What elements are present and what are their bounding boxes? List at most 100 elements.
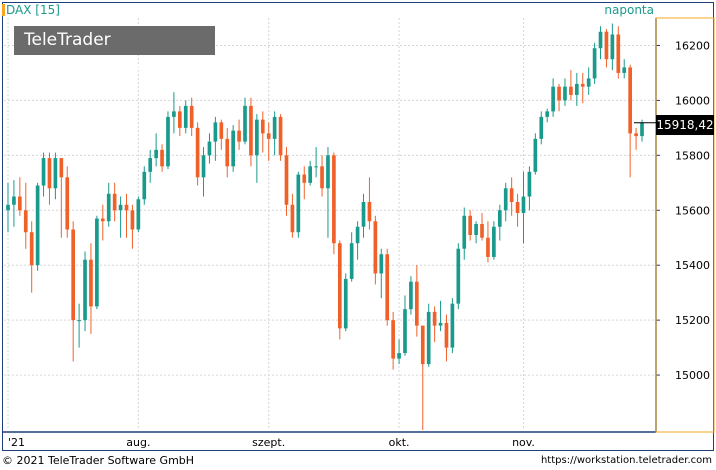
candle-body [379, 254, 384, 274]
period-label[interactable]: naponta [604, 3, 654, 17]
candle-body [100, 218, 105, 222]
candle-body [23, 210, 28, 233]
candle-body [59, 158, 64, 178]
candle-body [515, 202, 520, 214]
logo-text-light: TeleTrader [24, 30, 111, 50]
candle-body [6, 204, 10, 211]
candle-body [391, 320, 395, 359]
candle-body [41, 158, 46, 186]
candle-body [89, 259, 93, 307]
grid-lines [4, 18, 654, 430]
candle-body [326, 155, 330, 189]
last-price-tag: 15918,42 [656, 115, 714, 135]
candle-body [337, 243, 342, 329]
candle-body [154, 149, 158, 159]
candle-body [272, 116, 277, 139]
candle-body [634, 133, 638, 137]
candle-body [503, 188, 508, 211]
candle-body [266, 133, 271, 139]
candle-body [486, 237, 490, 257]
candle-body [640, 122, 644, 137]
candle-body [450, 303, 455, 348]
chart-title[interactable]: DAX [15] [6, 3, 60, 17]
candle-body [207, 141, 212, 156]
y-tick-label: 15800 [675, 149, 710, 162]
candle-body [296, 174, 301, 233]
candle-body [539, 116, 544, 139]
y-tick-label: 16200 [675, 39, 710, 52]
x-tick-label: aug. [126, 436, 150, 449]
y-tick-label: 15600 [675, 204, 710, 217]
candle-body [177, 111, 182, 128]
series-color-marker [2, 4, 5, 16]
candle-body [95, 218, 99, 307]
x-tick-label: okt. [389, 436, 410, 449]
candle-body [415, 281, 419, 326]
candle-body [468, 215, 473, 235]
candle-body [480, 224, 484, 238]
y-tick-label: 16000 [675, 94, 710, 107]
logo-text-bold: WorkStation [24, 59, 144, 79]
candle-body [420, 325, 425, 365]
candle-body [474, 224, 478, 235]
candle-body [124, 204, 129, 211]
candle-body [545, 111, 550, 117]
candle-body [332, 155, 336, 244]
candle-body [574, 83, 579, 95]
candle-body [118, 204, 123, 211]
candle-body [201, 155, 206, 178]
candle-body [35, 185, 40, 266]
candle-body [255, 119, 259, 156]
candle-body [225, 138, 230, 167]
axes: 15000 15200 15400 15600 15800 16000 16200 '21 au… [2, 17, 715, 449]
candle-body [189, 105, 194, 128]
candle-body [142, 171, 147, 200]
candle-body [112, 193, 117, 211]
candle-body [409, 281, 413, 310]
footer-link[interactable]: https://workstation.teletrader.com [540, 455, 712, 466]
copyright-text: © 2021 TeleTrader Software GmbH [2, 454, 195, 467]
candle-body [444, 322, 449, 348]
x-tick-label: szept. [252, 436, 285, 449]
candle-body [592, 48, 597, 79]
candle-body [557, 86, 561, 101]
candle-body [563, 86, 567, 101]
y-tick-label: 15400 [675, 259, 710, 272]
candle-body [521, 196, 526, 214]
candle-body [308, 166, 313, 183]
candle-body [438, 322, 443, 326]
candle-body [53, 158, 58, 189]
candle-body [160, 149, 164, 167]
y-tick-label: 15200 [675, 314, 710, 327]
x-tick-label: nov. [512, 436, 535, 449]
x-tick-label: '21 [8, 436, 25, 449]
candle-body [195, 127, 200, 178]
candle-body [243, 105, 247, 142]
candle-body [628, 67, 632, 134]
candle-body [343, 278, 348, 329]
candle-body [183, 105, 188, 128]
candle-body [284, 155, 289, 205]
candle-body [397, 353, 401, 359]
candle-body [106, 193, 111, 222]
candle-body [249, 105, 253, 156]
candle-body [604, 31, 609, 60]
candle-body [355, 226, 360, 244]
candle-body [213, 122, 218, 142]
candle-body [551, 86, 555, 112]
candle-body [361, 202, 366, 227]
candle-body [47, 158, 52, 189]
price-axis-highlight [655, 17, 715, 433]
candle-body [509, 188, 514, 203]
candle-body [166, 116, 170, 167]
candle-body [610, 34, 615, 60]
candle-body [12, 196, 16, 205]
candle-body [237, 130, 241, 142]
candle-body [432, 311, 437, 326]
candle-body [622, 67, 627, 73]
candle-body [598, 31, 603, 49]
candle-body [456, 248, 461, 304]
candle-body [148, 158, 153, 172]
